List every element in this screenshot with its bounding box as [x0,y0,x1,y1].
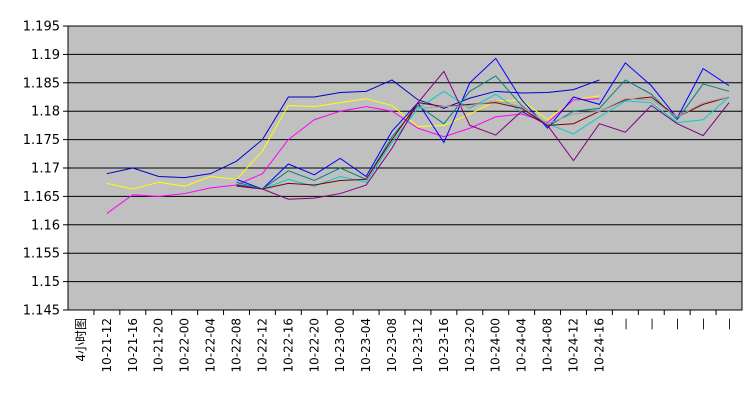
x-tick-label: 10-23-12 [411,318,425,372]
x-tick-label: 10-22-12 [255,318,269,372]
x-axis-ticks: 4小时图 10-21-12 10-21-16 10-21-20 10-22-00 10-2… [74,310,736,372]
x-tick-label: 10-24-08 [541,318,555,372]
y-tick-label: 1.145 [23,304,60,319]
series-line-4 [236,57,730,190]
y-axis-ticks: 1.145 1.15 1.155 1.16 1.165 1.17 1.175 1.18 1.18… [23,20,68,319]
series-line-8 [236,70,730,200]
y-tick-label: 1.195 [23,20,60,35]
x-tick-label: 10-23-08 [385,318,399,372]
x-tick-label: 10-24-16 [592,318,606,372]
x-tick-label: — [722,318,736,330]
x-tick-label: 10-22-00 [178,318,192,372]
x-tick-label: 10-24-00 [489,318,503,372]
y-tick-label: 1.19 [31,48,60,63]
x-tick-label: — [696,318,710,330]
x-tick-label: — [644,318,658,330]
series-lines [106,57,730,214]
x-tick-label: 10-21-20 [152,318,166,372]
y-tick-label: 1.16 [31,218,60,233]
y-tick-label: 1.175 [23,133,60,148]
x-tick-label: 10-21-16 [126,318,140,372]
series-line-9 [417,96,730,125]
x-tick-label: — [618,318,632,330]
y-tick-label: 1.165 [23,190,60,205]
series-line-5 [236,75,730,190]
x-tick-label: 10-24-04 [515,318,529,372]
x-tick-label: 10-23-16 [437,318,451,372]
y-tick-label: 1.18 [31,105,60,120]
x-tick-label: 10-22-04 [204,318,218,372]
x-tick-label: 10-23-00 [333,318,347,372]
y-tick-label: 1.17 [31,162,60,177]
x-tick-label: — [670,318,684,330]
grid-lines [68,53,742,283]
y-tick-label: 1.15 [31,275,60,290]
x-tick-label: 10-23-20 [463,318,477,372]
x-tick-label: 10-21-12 [100,318,114,372]
x-tick-label: 10-22-20 [307,318,321,372]
y-tick-label: 1.185 [23,76,60,91]
x-tick-label: 10-24-12 [567,318,581,372]
x-tick-label: 4小时图 [74,318,88,362]
y-tick-label: 1.155 [23,247,60,262]
x-tick-label: 10-23-04 [359,318,373,372]
x-tick-label: 10-22-08 [230,318,244,372]
x-tick-label: 10-22-16 [281,318,295,372]
